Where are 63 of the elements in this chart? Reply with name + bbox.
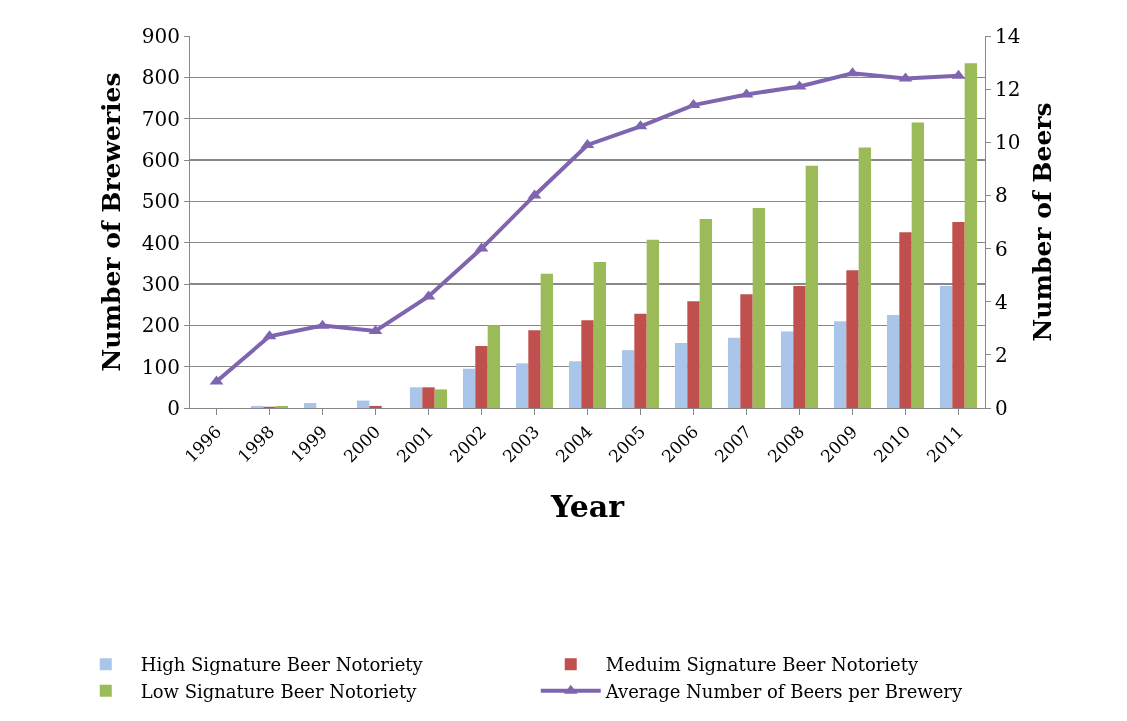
- bar: [952, 222, 965, 408]
- bar: [568, 361, 582, 408]
- y2-tick-label: 6: [995, 236, 1008, 261]
- legend-label: Meduim Signature Beer Notoriety: [605, 654, 919, 676]
- y2-tick-label: 2: [995, 342, 1008, 367]
- bar: [356, 400, 370, 408]
- bar: [540, 273, 554, 408]
- x-axis-title: Year: [549, 488, 626, 524]
- bar: [593, 262, 607, 408]
- bar: [964, 63, 978, 408]
- bar: [793, 286, 806, 408]
- y-tick-label: 200: [141, 313, 180, 338]
- bar: [727, 337, 741, 408]
- bar: [634, 313, 647, 408]
- bar: [687, 301, 700, 408]
- bar: [740, 294, 753, 408]
- y-tick-label: 100: [141, 354, 180, 379]
- y2-tick-label: 0: [995, 396, 1008, 420]
- bar: [805, 165, 819, 408]
- bar: [674, 343, 688, 408]
- bar: [646, 239, 660, 408]
- bar: [462, 368, 476, 408]
- bar: [886, 315, 900, 408]
- legend-label: Average Number of Beers per Brewery: [604, 680, 963, 702]
- y-tick-label: 700: [141, 106, 180, 131]
- bar: [939, 286, 953, 408]
- bar: [528, 330, 541, 408]
- bar: [858, 147, 872, 408]
- y-tick-label: 300: [141, 272, 180, 296]
- y2-tick-label: 8: [995, 183, 1008, 208]
- y2-tick-label: 10: [995, 130, 1021, 155]
- y-tick-label: 0: [167, 396, 180, 420]
- bar: [303, 403, 317, 408]
- y-tick-label: 900: [141, 24, 180, 48]
- bar: [899, 232, 912, 408]
- bar: [369, 405, 382, 408]
- bar: [275, 405, 289, 408]
- bar: [699, 219, 713, 408]
- bar: [621, 350, 635, 408]
- bar: [780, 331, 794, 408]
- y-axis-title: Number of Breweries: [96, 72, 126, 372]
- y-tick-label: 600: [141, 148, 180, 172]
- y-tick-label: 800: [141, 65, 180, 90]
- y-tick-label: 400: [141, 230, 180, 255]
- bar: [846, 270, 859, 408]
- y2-tick-label: 12: [995, 77, 1021, 102]
- y2-axis-title: Number of Beers: [1028, 102, 1058, 342]
- bar: [434, 389, 448, 408]
- bar: [487, 325, 501, 408]
- bar: [475, 346, 488, 408]
- y2-tick-label: 14: [995, 24, 1021, 48]
- y2-tick-label: 4: [995, 289, 1008, 314]
- bar: [422, 387, 435, 408]
- legend-label: High Signature Beer Notoriety: [140, 654, 424, 676]
- bar: [250, 405, 264, 408]
- bar: [833, 321, 847, 408]
- legend-label: Low Signature Beer Notoriety: [140, 680, 418, 702]
- bar: [515, 363, 529, 408]
- y-tick-label: 500: [141, 189, 180, 214]
- bar: [911, 122, 925, 408]
- bar: [409, 387, 423, 408]
- bar: [581, 320, 594, 408]
- bar: [752, 207, 766, 408]
